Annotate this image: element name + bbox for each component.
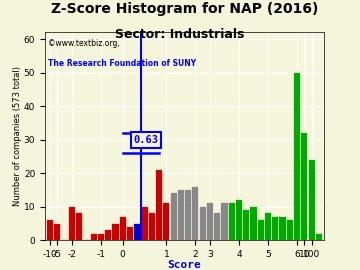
Bar xyxy=(105,230,111,240)
Bar xyxy=(272,217,278,240)
Bar xyxy=(127,227,133,240)
Text: ©www.textbiz.org,: ©www.textbiz.org, xyxy=(48,39,120,48)
Bar xyxy=(221,203,228,240)
Bar xyxy=(251,207,257,240)
Bar xyxy=(69,207,75,240)
Bar xyxy=(265,214,271,240)
Text: Sector: Industrials: Sector: Industrials xyxy=(115,28,245,41)
Y-axis label: Number of companies (573 total): Number of companies (573 total) xyxy=(13,66,22,206)
Bar xyxy=(98,234,104,240)
Text: 0.63: 0.63 xyxy=(134,135,159,145)
Bar xyxy=(171,193,177,240)
Bar xyxy=(120,217,126,240)
Bar xyxy=(287,220,293,240)
Bar xyxy=(316,234,322,240)
Bar xyxy=(54,224,60,240)
Bar xyxy=(258,220,264,240)
Bar xyxy=(229,203,235,240)
Bar xyxy=(309,160,315,240)
Bar xyxy=(243,210,249,240)
Bar xyxy=(76,214,82,240)
Bar xyxy=(185,190,191,240)
Bar xyxy=(294,73,300,240)
Bar xyxy=(141,207,148,240)
Bar xyxy=(178,190,184,240)
Bar xyxy=(236,200,242,240)
Bar xyxy=(301,133,307,240)
Bar xyxy=(149,214,155,240)
Bar xyxy=(199,207,206,240)
Bar xyxy=(163,203,170,240)
Bar xyxy=(207,203,213,240)
Title: Z-Score Histogram for NAP (2016): Z-Score Histogram for NAP (2016) xyxy=(51,2,318,16)
Bar xyxy=(192,187,198,240)
Bar xyxy=(214,214,220,240)
Bar xyxy=(279,217,286,240)
Bar xyxy=(134,224,140,240)
Bar xyxy=(91,234,97,240)
Bar xyxy=(47,220,53,240)
Bar xyxy=(112,224,118,240)
Text: The Research Foundation of SUNY: The Research Foundation of SUNY xyxy=(48,59,196,68)
Bar xyxy=(156,170,162,240)
X-axis label: Score: Score xyxy=(168,260,201,270)
